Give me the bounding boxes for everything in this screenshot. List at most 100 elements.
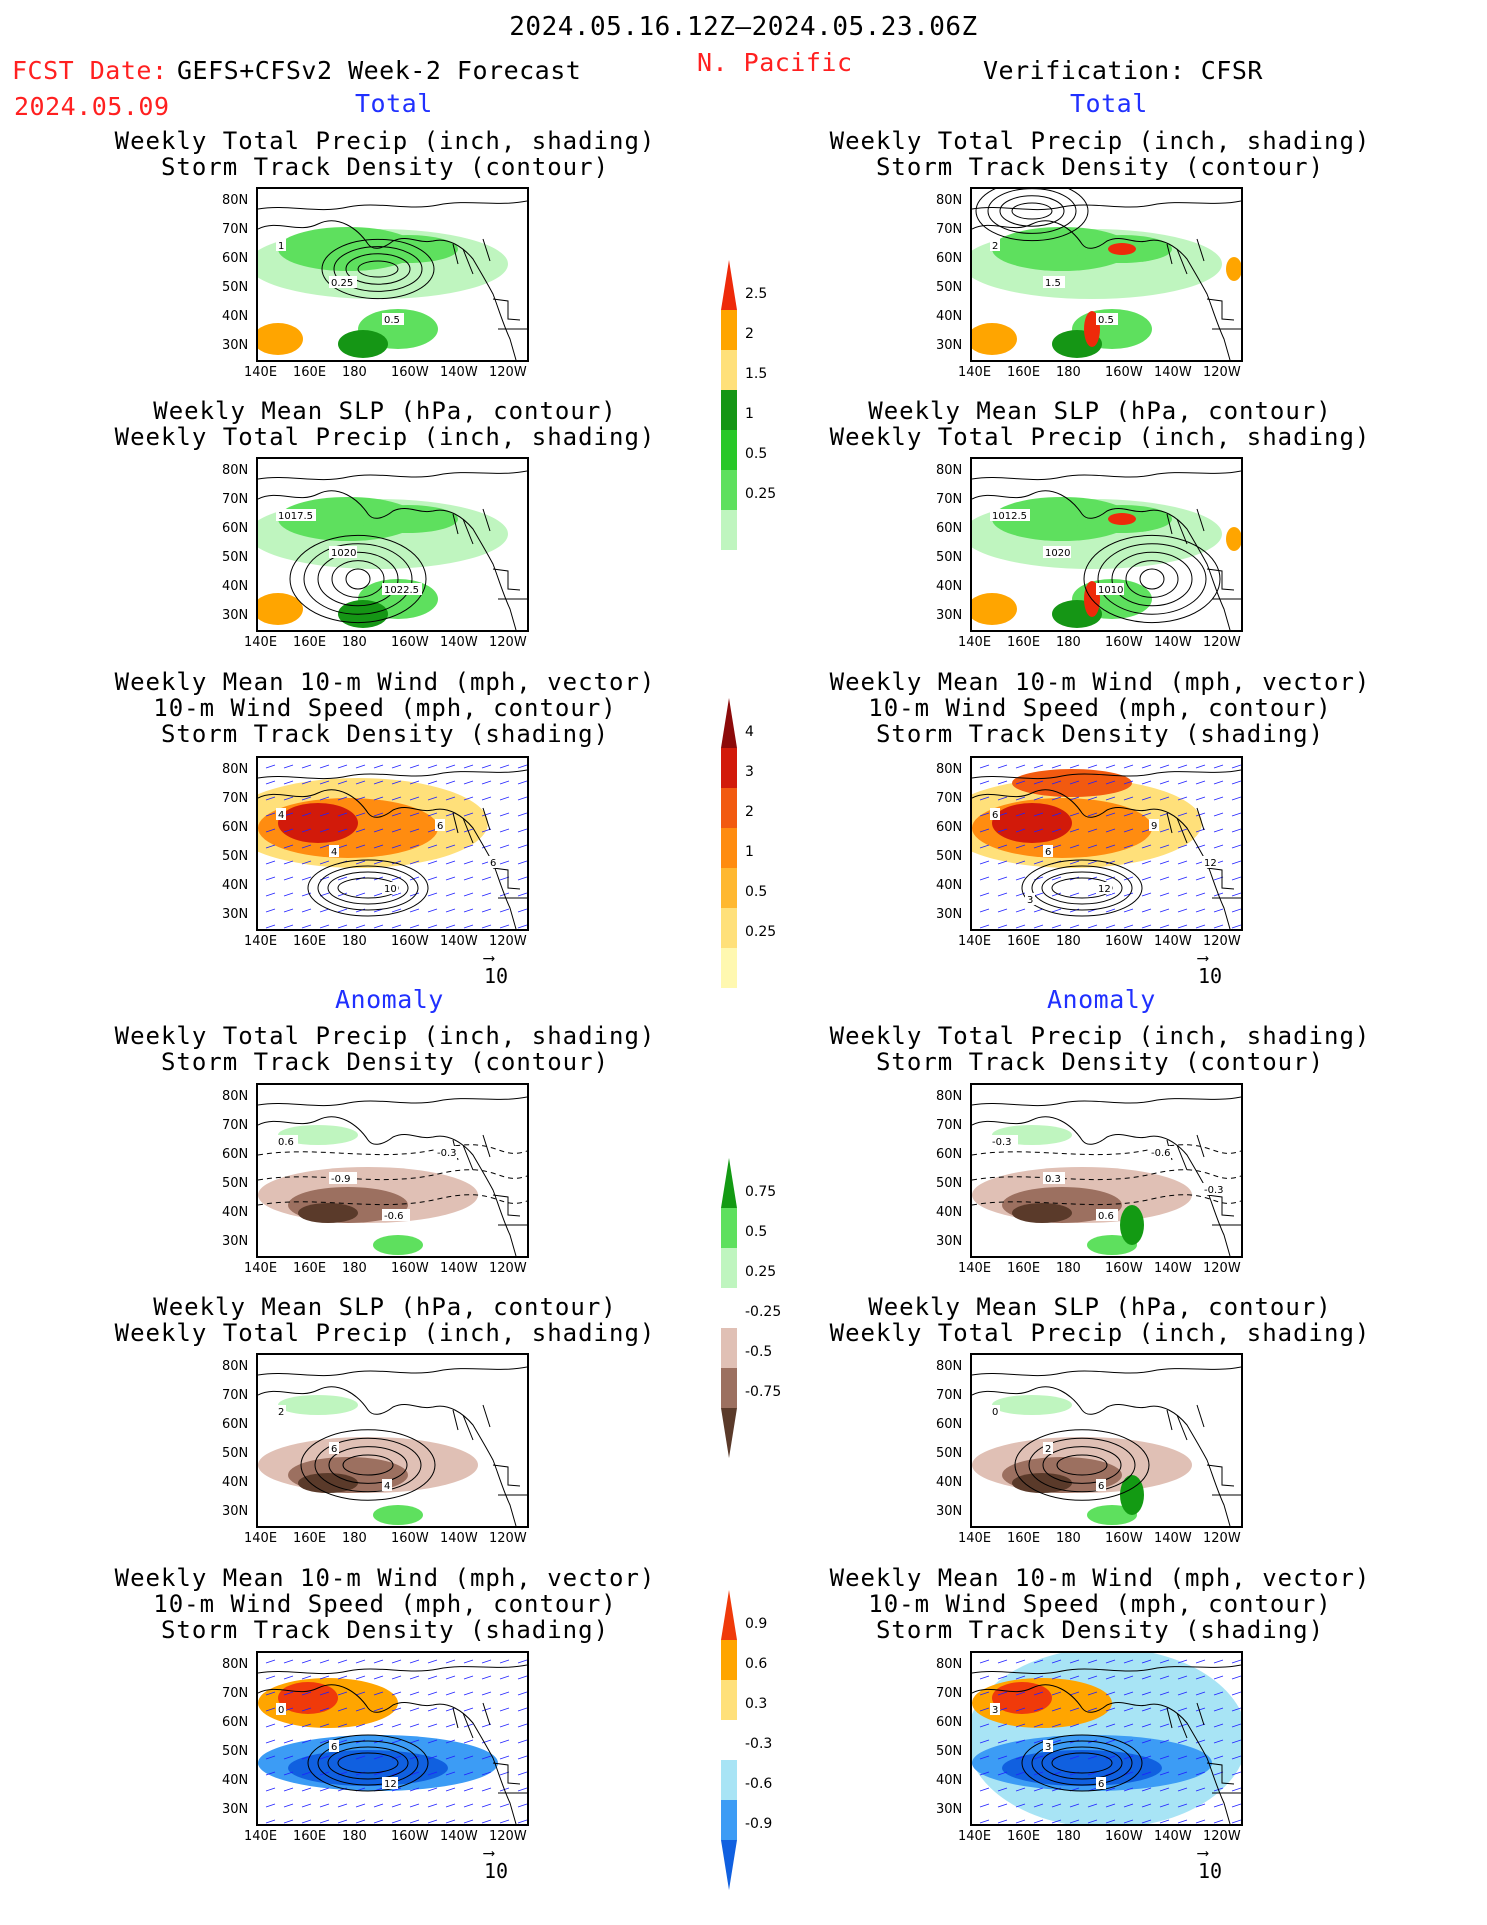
coast-segment <box>258 1684 517 1824</box>
wind-vector <box>445 876 456 881</box>
wind-vector <box>1231 1771 1241 1776</box>
wind-vector <box>373 1659 384 1664</box>
wind-vector <box>319 812 330 817</box>
wind-vector <box>265 844 276 849</box>
wind-vector <box>1105 1675 1116 1680</box>
colorbar-label: 0.5 <box>745 1224 768 1240</box>
wind-vector <box>463 844 474 849</box>
colorbar-segment <box>721 748 737 788</box>
slp-anom-contour <box>342 1454 394 1476</box>
slp-contour <box>345 568 371 590</box>
lon-label: 180 <box>1056 1829 1081 1844</box>
wind-vector <box>1141 924 1152 929</box>
contour-label: 4 <box>331 847 337 858</box>
section-anomaly-right: Anomaly <box>1047 985 1156 1014</box>
arrow-icon: ⟶ <box>1198 1843 1208 1862</box>
wind-vector <box>1051 764 1062 769</box>
contour-label: 0.5 <box>1098 315 1114 326</box>
shading-area <box>992 1395 1072 1415</box>
colorbar-label: 2.5 <box>745 286 768 302</box>
wind-vector <box>1177 844 1188 849</box>
wind-vector <box>997 1771 1008 1776</box>
wind-vector <box>997 1675 1008 1680</box>
wind-vector <box>283 828 294 833</box>
wind-vector <box>1069 892 1080 897</box>
wind-vector <box>409 1755 420 1760</box>
coast-segment <box>258 200 527 211</box>
wind-vector <box>1231 1723 1241 1728</box>
map-plot: 0 6 12 <box>258 1659 527 1824</box>
contour-label-bg <box>1202 856 1218 868</box>
colorbar-segment <box>721 1680 737 1720</box>
wind-vector <box>1213 1691 1224 1696</box>
wind-speed-contour <box>327 871 409 905</box>
lat-label: 40N <box>936 1773 963 1788</box>
wind-vector <box>373 892 384 897</box>
wind-vector <box>337 812 348 817</box>
wind-vector <box>979 764 990 769</box>
lon-label: 160W <box>391 934 429 949</box>
wind-vector <box>517 764 527 769</box>
coast-segment <box>1206 568 1241 600</box>
wind-vector <box>1105 1659 1116 1664</box>
wind-vector <box>355 828 366 833</box>
wind-speed-contour <box>307 1734 429 1792</box>
wind-vector <box>1141 796 1152 801</box>
map-panel: 2 1.5 0.5 <box>970 187 1243 362</box>
shading-area <box>1120 1475 1144 1515</box>
wind-vector <box>463 908 474 913</box>
contour-label: 0 <box>278 1705 284 1716</box>
wind-vector <box>283 1675 294 1680</box>
wind-vector <box>445 828 456 833</box>
lat-label: 40N <box>936 579 963 594</box>
colorbar-segment <box>721 788 737 828</box>
wind-vector <box>427 1723 438 1728</box>
wind-vector <box>1195 876 1206 881</box>
wind-vector <box>481 844 492 849</box>
lat-label: 40N <box>222 1475 249 1490</box>
wind-vector <box>1177 780 1188 785</box>
lat-label: 80N <box>222 1657 249 1672</box>
lat-label: 70N <box>222 791 249 806</box>
contour-label-bg <box>329 1740 339 1752</box>
wind-vector <box>1105 1755 1116 1760</box>
wind-vector <box>1141 812 1152 817</box>
wind-vector <box>481 1787 492 1792</box>
wind-vector <box>391 812 402 817</box>
lon-label: 180 <box>342 1829 367 1844</box>
wind-vector <box>1177 796 1188 801</box>
wind-vector <box>265 1707 276 1712</box>
contour-label-bg <box>1025 893 1035 905</box>
wind-vector <box>463 796 474 801</box>
wind-vector <box>283 1771 294 1776</box>
wind-vector <box>427 876 438 881</box>
wind-vector <box>409 828 420 833</box>
coastline <box>972 200 1241 360</box>
wind-vector <box>355 1819 366 1824</box>
wind-vector <box>1033 1659 1044 1664</box>
wind-vector <box>265 1819 276 1824</box>
contour-label-bg <box>1043 1740 1053 1752</box>
wind-vector <box>1087 764 1098 769</box>
wind-vector <box>997 828 1008 833</box>
wind-vector <box>979 1739 990 1744</box>
wind-vector <box>1123 1659 1134 1664</box>
contour-label: 3 <box>992 1705 998 1716</box>
wind-vector <box>1105 1723 1116 1728</box>
wind-vector <box>409 1787 420 1792</box>
wind-vector <box>1159 780 1170 785</box>
lat-label: 80N <box>222 463 249 478</box>
wind-vector <box>1087 1755 1098 1760</box>
wind-vector <box>517 828 527 833</box>
lon-label: 160W <box>1105 1531 1143 1546</box>
wind-vector <box>979 796 990 801</box>
wind-vector <box>979 1771 990 1776</box>
coast-segment <box>258 1116 517 1256</box>
wind-vector <box>1105 1803 1116 1808</box>
lat-label: 70N <box>936 1686 963 1701</box>
wind-vector <box>1123 924 1134 929</box>
fcst-model: GEFS+CFSv2 Week-2 Forecast <box>177 56 582 85</box>
wind-vector <box>355 780 366 785</box>
wind-vector <box>1069 828 1080 833</box>
contour-label: 2 <box>1045 1444 1051 1455</box>
